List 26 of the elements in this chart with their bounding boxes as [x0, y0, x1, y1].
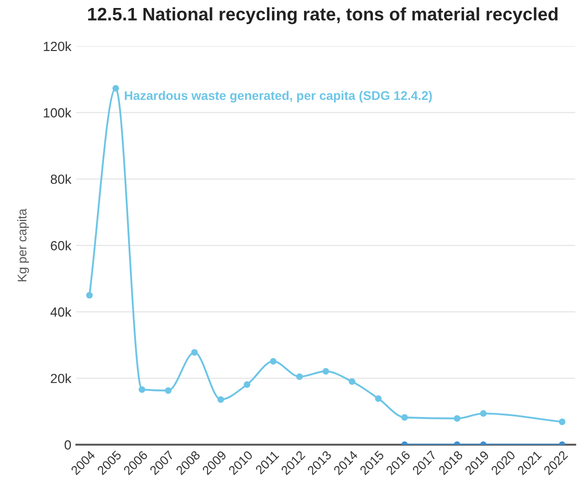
point	[348, 378, 356, 385]
point	[296, 373, 303, 380]
point	[217, 396, 224, 403]
y-tick-label: 40k	[50, 307, 72, 317]
point	[191, 349, 198, 356]
point	[112, 85, 119, 92]
y-axis-title: Kg per capita	[17, 208, 29, 282]
point	[322, 368, 330, 375]
point	[480, 410, 487, 417]
point	[86, 292, 93, 299]
y-tick-label: 0	[64, 440, 71, 450]
y-tick-label: 80k	[50, 174, 72, 184]
chart-title: 12.5.1 National recycling rate, tons of material recycled	[88, 7, 558, 24]
point	[244, 381, 250, 388]
point	[558, 418, 566, 426]
y-tick-label: 120k	[44, 41, 72, 52]
point	[270, 358, 277, 365]
point	[164, 387, 172, 394]
y-tick-label: 20k	[50, 373, 72, 384]
series-label: Hazardous waste generated, per capita (SDG 12.4.2)	[124, 90, 432, 103]
point	[401, 414, 408, 421]
y-tick-label: 100k	[44, 108, 72, 118]
point	[138, 386, 146, 393]
point	[375, 395, 382, 402]
point	[454, 415, 460, 422]
y-tick-label: 60k	[50, 240, 72, 250]
